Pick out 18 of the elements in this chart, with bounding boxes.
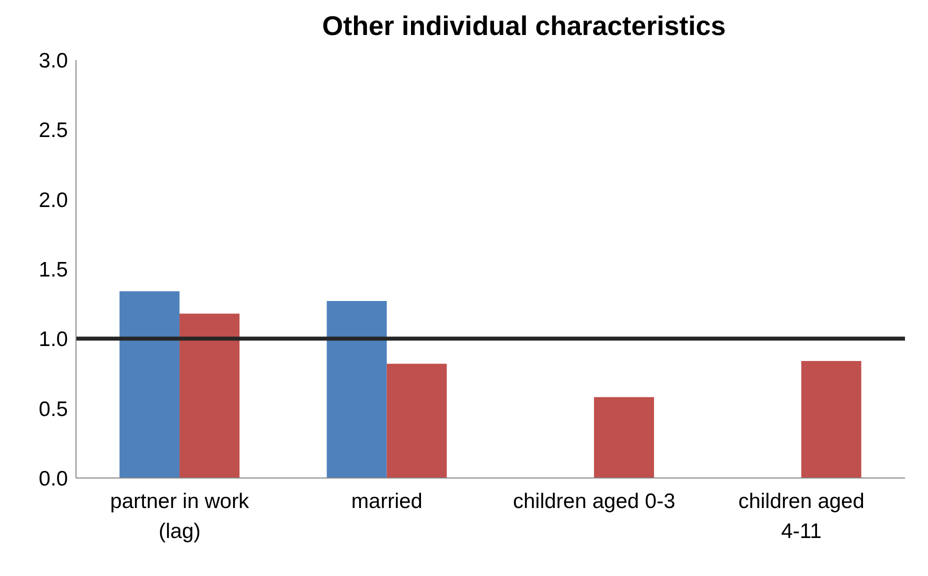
x-tick-label: children aged 4-11 [738, 490, 864, 543]
x-tick-label: partner in work (lag) [110, 490, 250, 543]
y-tick-label: 0.5 [38, 398, 68, 421]
y-tick-label: 2.5 [38, 119, 68, 142]
y-tick-label: 3.0 [38, 49, 68, 72]
y-tick-label: 2.0 [38, 188, 68, 212]
y-tick-label: 1.5 [38, 258, 68, 282]
bar [180, 314, 240, 478]
bar [386, 364, 447, 478]
bar [326, 301, 387, 478]
bar [594, 397, 654, 478]
y-tick-label: 0.0 [38, 467, 68, 490]
bar [801, 360, 862, 478]
chart-title: Other individual characteristics [321, 10, 727, 43]
x-tick-label: married [351, 490, 422, 513]
y-tick-label: 1.0 [38, 328, 68, 352]
bar [120, 291, 180, 478]
x-tick-label: children aged 0-3 [512, 490, 676, 513]
